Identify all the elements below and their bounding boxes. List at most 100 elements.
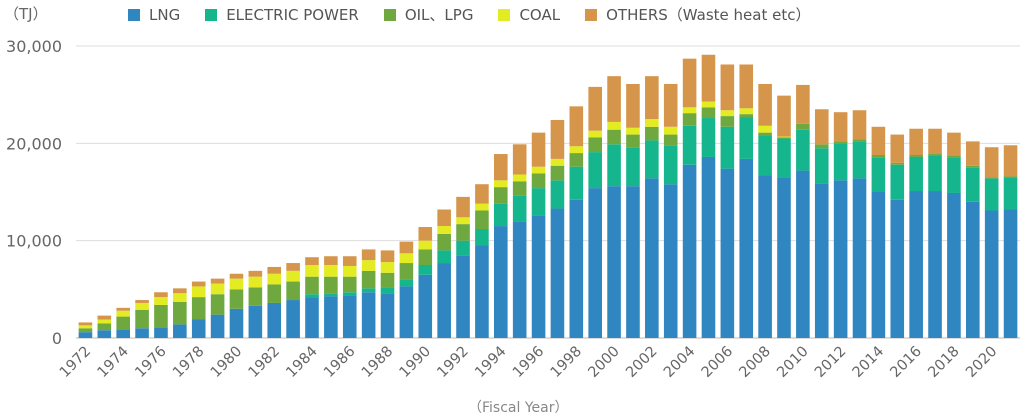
x-tick-label: 1980 (208, 344, 245, 381)
bar-segment (777, 138, 791, 178)
bar-segment (550, 158, 565, 166)
bar-segment (607, 186, 621, 338)
x-tick-label: 1996 (510, 344, 547, 381)
legend-swatch-others (585, 8, 598, 21)
bar-segment (626, 127, 640, 135)
bar-segment (135, 300, 149, 303)
x-tick-label: 1982 (246, 344, 283, 381)
x-tick-label: 2012 (812, 344, 849, 381)
bar-segment (399, 279, 414, 287)
bar-segment (173, 301, 187, 325)
bar-segment (758, 132, 772, 136)
bar-segment (682, 113, 697, 126)
bar-segment (475, 184, 489, 204)
bar-segment (437, 226, 451, 234)
bar-segment (210, 278, 225, 284)
bar-segment (97, 315, 112, 320)
bar-segment (890, 134, 905, 163)
bar-segment (399, 253, 414, 264)
bar-segment (550, 208, 565, 338)
bar-segment (437, 263, 451, 338)
x-tick-label: 1972 (57, 344, 94, 381)
bar-segment (437, 233, 451, 251)
bar-segment (626, 186, 640, 338)
bar-segment (777, 177, 791, 338)
x-tick-label: 1984 (283, 344, 320, 381)
x-tick-label: 2020 (963, 344, 1000, 381)
bar-segment (645, 140, 659, 179)
x-tick-label: 1976 (132, 344, 169, 381)
bar-segment (947, 132, 961, 156)
bar-segment (984, 147, 999, 178)
bar-segment (796, 170, 810, 338)
bar-segment (97, 323, 112, 331)
legend-item-lng: LNG (128, 6, 180, 24)
bar-segment (324, 293, 338, 297)
y-tick-label: 30,000 (6, 37, 62, 56)
bar-segment (682, 107, 697, 114)
bar-segment (739, 158, 754, 338)
x-tick-label: 1998 (548, 344, 585, 381)
bar-segment (135, 328, 149, 338)
bar-segment (890, 199, 905, 338)
bar-segment (361, 260, 376, 271)
y-tick-label: 10,000 (6, 232, 62, 251)
bar-segment (494, 154, 508, 181)
bar-segment (418, 249, 433, 265)
bar-segment (720, 168, 735, 338)
bar-segment (814, 183, 829, 338)
bar-segment (550, 165, 565, 181)
bar-segment (229, 308, 244, 338)
bar-segment (173, 293, 187, 302)
bar-segment (607, 121, 621, 130)
bar-segment (833, 112, 848, 142)
bar-segment (135, 302, 149, 310)
bar-segment (267, 273, 282, 285)
bar-segment (494, 187, 508, 204)
x-tick-label: 2000 (585, 344, 622, 381)
bar-segment (78, 332, 93, 338)
bar-segment (645, 178, 659, 338)
legend-label-lng: LNG (149, 5, 181, 24)
bar-segment (890, 162, 905, 165)
bar-segment (494, 226, 508, 338)
bar-segment (456, 217, 470, 225)
bar-segment (569, 146, 584, 154)
bar-segment (928, 191, 942, 338)
bar-segment (78, 328, 93, 333)
bar-segment (777, 95, 791, 137)
bar-segment (305, 265, 319, 277)
x-tick-label: 2002 (623, 344, 660, 381)
bar-segment (342, 292, 357, 296)
bar-segment (399, 263, 414, 280)
bar-segment (663, 134, 678, 146)
bar-segment (154, 327, 168, 338)
bar-segment (512, 144, 527, 175)
legend-label-coal: COAL (519, 5, 561, 24)
bar-segment (626, 83, 640, 128)
bar-segment (833, 180, 848, 338)
bar-segment (871, 192, 886, 338)
x-tick-label: 1994 (472, 344, 509, 381)
x-tick-label: 1974 (95, 344, 132, 381)
y-tick-label: 0 (52, 329, 62, 348)
bar-segment (739, 117, 754, 159)
bar-segment (305, 294, 319, 298)
bar-segment (361, 249, 376, 261)
bar-segment (342, 256, 357, 266)
bar-segment (758, 135, 772, 176)
bar-segment (361, 288, 376, 293)
bar-segment (437, 250, 451, 264)
bar-segment (494, 203, 508, 227)
x-tick-label: 2006 (699, 344, 736, 381)
bar-segment (645, 76, 659, 119)
x-tick-label: 2010 (774, 344, 811, 381)
bar-segment (154, 292, 168, 298)
bar-segment (191, 319, 206, 338)
bar-segment (928, 155, 942, 192)
bar-segment (456, 240, 470, 256)
bar-segment (248, 305, 263, 338)
bar-segment (324, 276, 338, 294)
x-tick-label: 2004 (661, 344, 698, 381)
